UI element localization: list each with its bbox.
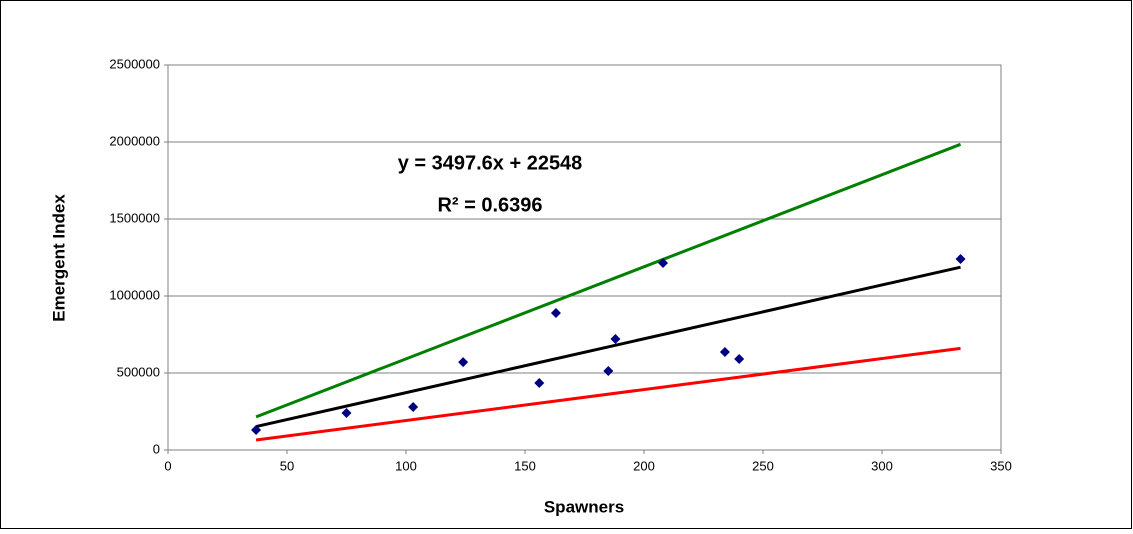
plot-area	[167, 64, 1002, 451]
point	[251, 424, 262, 435]
equation: y = 3497.6x + 22548	[398, 152, 583, 174]
point	[955, 254, 966, 265]
point	[408, 402, 419, 413]
point	[458, 357, 469, 368]
y-tick-label: 2000000	[109, 133, 160, 148]
x-tick-label: 250	[752, 458, 774, 473]
x-tick-label: 50	[280, 458, 294, 473]
x-axis-label: Spawners	[544, 497, 624, 516]
point	[341, 408, 352, 419]
point	[550, 307, 561, 318]
x-tick-label: 100	[395, 458, 417, 473]
line	[255, 346, 961, 442]
point	[610, 333, 621, 344]
r-squared: R² = 0.6396	[437, 194, 542, 216]
y-tick-label: 0	[153, 441, 160, 456]
line	[255, 142, 962, 419]
point	[734, 353, 745, 364]
y-tick-label: 1000000	[109, 287, 160, 302]
point	[658, 258, 669, 269]
x-tick-label: 350	[990, 458, 1012, 473]
line	[255, 265, 961, 429]
point	[719, 347, 730, 358]
point	[603, 365, 614, 376]
y-tick-label: 1500000	[109, 210, 160, 225]
y-axis-label: Emergent Index	[49, 194, 68, 322]
x-tick-label: 0	[164, 458, 171, 473]
point	[534, 378, 545, 389]
x-tick-label: 200	[633, 458, 655, 473]
y-tick-label: 500000	[117, 364, 160, 379]
y-tick-label: 2500000	[109, 56, 160, 71]
x-tick-label: 150	[514, 458, 536, 473]
x-tick-label: 300	[871, 458, 893, 473]
